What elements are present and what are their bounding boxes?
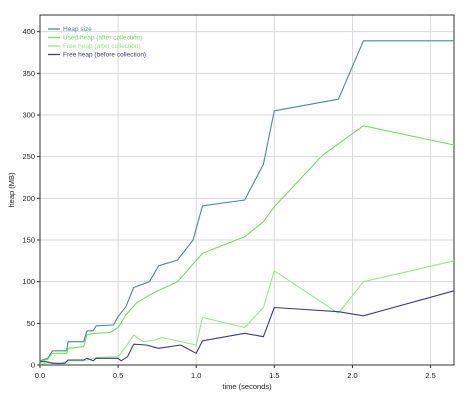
y-tick-label: 300 xyxy=(22,111,35,120)
y-tick-label: 200 xyxy=(22,194,35,203)
y-tick-label: 400 xyxy=(22,27,35,36)
y-tick-label: 50 xyxy=(27,319,35,328)
series-line-0 xyxy=(39,40,454,362)
series-line-2 xyxy=(39,260,455,365)
y-tick-label: 350 xyxy=(22,69,35,78)
x-tick-label: 1.5 xyxy=(269,371,279,380)
legend-label: Heap size xyxy=(63,26,92,33)
x-tick-label: 2.0 xyxy=(347,371,357,380)
x-tick-label: 1.0 xyxy=(191,371,201,380)
x-tick-label: 0.5 xyxy=(113,371,123,380)
legend-label: Free heap (before collection) xyxy=(63,52,146,59)
legend-label: Used heap (after collection) xyxy=(63,35,143,42)
x-tick-label: 0.0 xyxy=(35,371,45,380)
y-axis-label: heap (MB) xyxy=(7,172,16,208)
y-tick-label: 0 xyxy=(31,361,35,370)
series-line-3 xyxy=(40,290,455,364)
y-tick-label: 100 xyxy=(22,277,35,286)
series-line-1 xyxy=(39,125,455,363)
y-tick-label: 150 xyxy=(22,236,35,245)
y-tick-label: 250 xyxy=(22,152,35,161)
plot-frame xyxy=(39,14,455,366)
legend-label: Free heap (after collection) xyxy=(63,43,141,50)
x-axis-label: time (seconds) xyxy=(222,382,272,391)
x-tick-label: 2.5 xyxy=(425,371,435,380)
